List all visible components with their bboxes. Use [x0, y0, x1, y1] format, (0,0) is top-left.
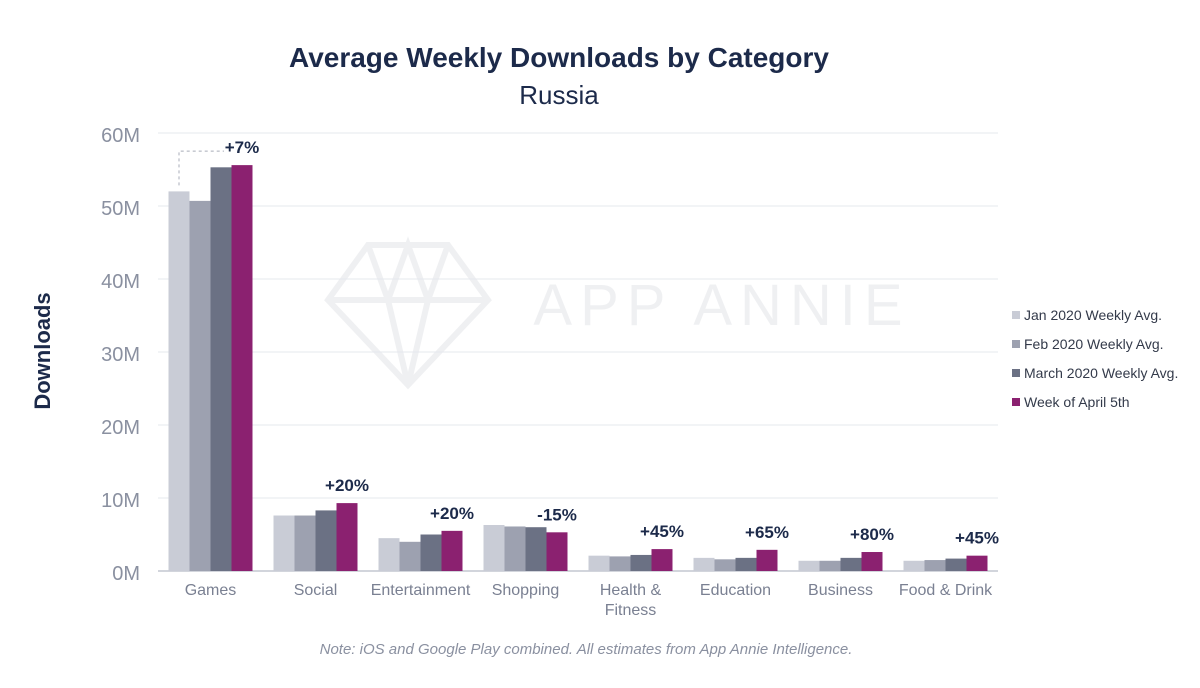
bar — [861, 552, 883, 571]
bar — [693, 557, 715, 571]
x-tick-label: Shopping — [492, 582, 560, 599]
bars-layer — [168, 165, 988, 571]
bar — [294, 515, 316, 571]
legend-swatch — [1012, 310, 1020, 319]
change-annotation: +20% — [430, 504, 474, 523]
bar — [315, 510, 337, 571]
bar — [903, 560, 925, 571]
bar — [168, 191, 190, 571]
bar — [924, 560, 946, 571]
bar — [231, 165, 253, 571]
legend-item: Feb 2020 Weekly Avg. — [1012, 329, 1178, 358]
legend-swatch — [1012, 368, 1020, 377]
y-tick-label: 60M — [101, 125, 140, 147]
watermark-text: APP ANNIE — [533, 273, 910, 338]
change-annotation: -15% — [537, 505, 577, 524]
bar — [546, 532, 568, 571]
change-annotation: +65% — [745, 523, 789, 542]
x-tick-label: Business — [808, 582, 873, 599]
bar — [966, 555, 988, 571]
bar — [420, 534, 442, 571]
watermark: APP ANNIE — [324, 236, 910, 390]
bar — [504, 526, 526, 571]
bar — [525, 527, 547, 571]
bar — [798, 560, 820, 571]
bar — [441, 530, 463, 571]
y-axis-title: Downloads — [30, 292, 55, 409]
change-annotation: +80% — [850, 525, 894, 544]
bar — [273, 515, 295, 571]
grid-layer — [158, 132, 998, 572]
x-tick-label: Games — [185, 582, 237, 599]
x-tick-label: Entertainment — [371, 582, 471, 599]
legend-swatch — [1012, 339, 1020, 348]
legend: Jan 2020 Weekly Avg. Feb 2020 Weekly Avg.… — [1012, 300, 1178, 416]
x-tick-label: Food & Drink — [899, 582, 993, 599]
x-tick-label: Social — [294, 582, 338, 599]
y-tick-label: 20M — [101, 417, 140, 439]
y-tick-label: 10M — [101, 490, 140, 512]
y-tick-label: 50M — [101, 198, 140, 220]
chart-subtitle: Russia — [519, 80, 599, 110]
bar — [945, 558, 967, 571]
bar — [399, 541, 421, 571]
bar — [756, 549, 778, 571]
legend-item: March 2020 Weekly Avg. — [1012, 358, 1178, 387]
change-annotation: +45% — [640, 522, 684, 541]
bar — [840, 557, 862, 571]
bar — [336, 503, 358, 571]
legend-label: March 2020 Weekly Avg. — [1024, 364, 1179, 381]
legend-label: Week of April 5th — [1024, 393, 1130, 410]
bar — [609, 556, 631, 571]
bar — [651, 549, 673, 571]
x-tick-label: Health & Fitness — [600, 582, 662, 619]
legend-swatch — [1012, 397, 1020, 406]
bar — [189, 200, 211, 571]
legend-item: Week of April 5th — [1012, 387, 1178, 416]
bar — [378, 538, 400, 571]
bar — [630, 554, 652, 571]
bar — [483, 525, 505, 571]
bar — [714, 559, 736, 571]
bar — [588, 555, 610, 571]
y-tick-label: 0M — [112, 563, 140, 585]
change-annotation: +45% — [955, 529, 999, 548]
chart-title: Average Weekly Downloads by Category — [289, 42, 829, 73]
bar — [819, 560, 841, 571]
change-annotation: +7% — [225, 138, 260, 157]
legend-label: Feb 2020 Weekly Avg. — [1024, 335, 1164, 352]
y-tick-label: 30M — [101, 344, 140, 366]
bar — [735, 557, 757, 571]
y-tick-label: 40M — [101, 271, 140, 293]
footnote: Note: iOS and Google Play combined. All … — [319, 641, 853, 658]
labels-layer: 0M 10M 20M 30M 40M 50M 60M Games +7% Social +20% En… — [101, 125, 999, 619]
change-annotation: +20% — [325, 476, 369, 495]
legend-item: Jan 2020 Weekly Avg. — [1012, 300, 1178, 329]
legend-label: Jan 2020 Weekly Avg. — [1024, 306, 1163, 323]
x-tick-label: Education — [700, 582, 771, 599]
bar — [210, 167, 232, 571]
diamond-logo-icon — [324, 236, 492, 390]
